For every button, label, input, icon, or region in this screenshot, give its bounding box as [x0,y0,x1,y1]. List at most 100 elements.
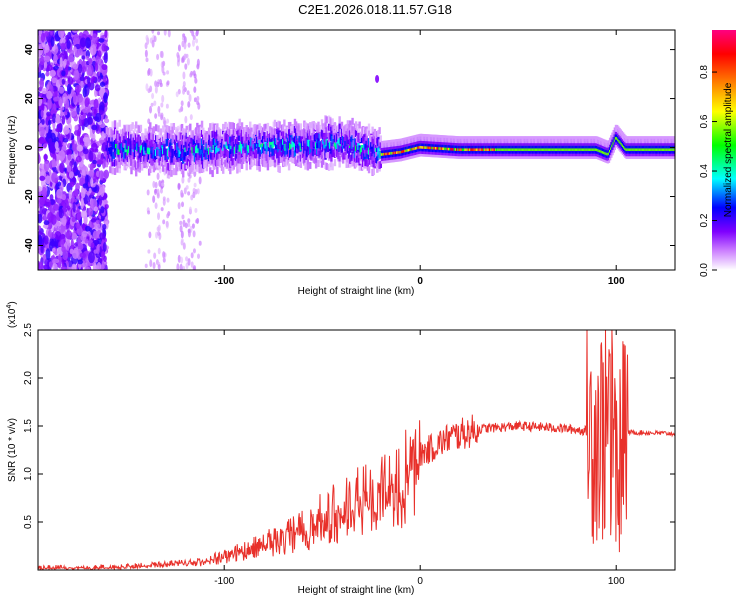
spectrogram-signal-cell [278,121,281,129]
spectrogram-noise-cell [99,101,105,112]
spectrogram-noise-cell [149,68,153,77]
spectrogram-noise-cell [66,83,72,95]
spectrogram-signal-cell [273,160,277,168]
spectrogram-signal-cell [198,166,201,174]
spectrogram-noise-cell [144,42,148,50]
spectrogram-signal-cell [309,161,312,169]
spectrogram-noise-cell [153,35,157,43]
spectrogram-noise-cell [179,220,183,226]
spectrogram-signal-cell [119,129,123,137]
spectrogram-noise-cell [102,158,106,169]
spectrogram-signal-cell [225,123,228,131]
spectrogram-noise-cell [145,34,149,42]
spectrogram-noise-cell [66,60,70,67]
spectrogram-signal-cell [111,167,114,175]
spectrogram-noise-cell [73,115,79,122]
spectrogram-noise-cell [88,150,94,163]
spectrogram-noise-cell [77,63,83,74]
spectrogram-noise-cell [88,187,92,194]
spectrogram-noise-cell [87,76,91,85]
spectrogram-noise-cell [61,115,66,125]
spectrogram-signal-cell [276,127,279,135]
spectrogram-noise-cell [147,249,151,254]
spectrogram-noise-cell [52,262,58,270]
spectrogram-signal-cell [147,126,151,134]
spectrogram-signal-cell [349,120,352,128]
spectrogram-signal-cell [269,140,272,148]
spectrogram-noise-cell [159,82,163,88]
spectrogram-signal-cell [372,168,375,176]
spectrogram-noise-cell [48,261,54,268]
spectrogram-noise-cell [101,63,108,71]
spectrogram-noise-cell [57,254,62,265]
spectrogram-signal-cell [118,119,121,127]
spectrogram-noise-cell [179,224,183,233]
spectrogram-signal-cell [269,126,272,134]
spectrogram-signal-cell [164,159,167,167]
spectrogram-noise-cell [157,264,161,270]
spectrogram-signal-cell [136,130,139,138]
spectrogram-noise-cell [192,230,196,238]
spectrogram-signal-cell [371,149,374,157]
spectrogram-noise-cell [156,188,160,197]
spectrogram-noise-cell [49,70,57,77]
spectrogram-signal-cell [278,165,281,173]
spectrogram-noise-cell [71,191,75,204]
spectrogram-noise-cell [79,252,87,258]
spectrogram-signal-cell [152,126,156,134]
spectrogram-signal-cell [319,148,323,156]
spectrogram-noise-cell [187,222,191,228]
spectrogram-signal-cell [180,123,184,131]
spectrogram-signal-cell [163,144,166,152]
spectrogram-noise-cell [193,73,197,79]
spectrogram-noise-cell [81,230,88,238]
spectrogram-signal-cell [289,121,292,129]
spectrogram-noise-cell [98,186,105,198]
spectrogram-signal-cell [122,128,125,136]
spectrogram-noise-cell [152,195,156,204]
spectrogram-noise-cell [156,172,160,180]
spectrogram-signal-cell [379,135,383,143]
spectrogram-signal-cell [325,162,328,170]
spectrogram-signal-cell [194,127,198,135]
spectrogram-noise-cell [183,53,187,60]
spectrogram-noise-cell [84,37,92,49]
spectrogram-noise-cell [38,118,41,124]
spectrogram-noise-cell [103,92,108,104]
spectrogram-signal-cell [331,163,334,171]
spectrogram-noise-cell [147,88,151,94]
spectrogram-signal-cell [250,127,253,135]
spectrogram-signal-cell [149,166,152,174]
spectrogram-noise-cell [165,221,169,229]
spectrogram-noise-cell [58,208,64,219]
spectrogram-noise-cell [98,195,103,206]
spectrogram-noise-cell [60,42,66,51]
spectrogram-signal-cell [189,123,192,131]
spectrogram-signal-cell [230,129,233,137]
spectrogram-noise-cell [74,124,79,131]
spectrogram-signal-cell [345,123,348,131]
spectrogram-noise-cell [90,242,95,248]
spectrogram-noise-cell [54,250,58,256]
spectrogram-noise-cell [60,224,67,232]
spectrogram-signal-cell [113,145,117,153]
spectrogram-signal-cell [135,139,138,147]
spectrogram-signal-cell [234,132,238,140]
spectrogram-noise-cell [161,94,165,103]
spectrogram-noise-cell [47,119,52,126]
spectrogram-signal-cell [366,143,370,151]
spectrogram-noise-cell [59,57,63,68]
spectrogram-noise-cell [161,65,165,74]
spectrogram-noise-cell [44,198,51,208]
spectrogram-noise-cell [191,223,195,229]
spectrogram-heatmap [38,30,675,270]
spectrogram-signal-cell [182,170,185,178]
spectrogram-noise-cell [184,115,188,124]
spectrogram-signal-cell [282,148,285,156]
spectrogram-signal-cell [197,141,200,149]
spectrogram-signal-cell [231,146,234,154]
spectrogram-signal-cell [172,168,176,176]
spectrogram-signal-cell [367,166,371,174]
spectrogram-noise-cell [66,205,71,210]
spectrogram-signal-cell [178,149,181,157]
